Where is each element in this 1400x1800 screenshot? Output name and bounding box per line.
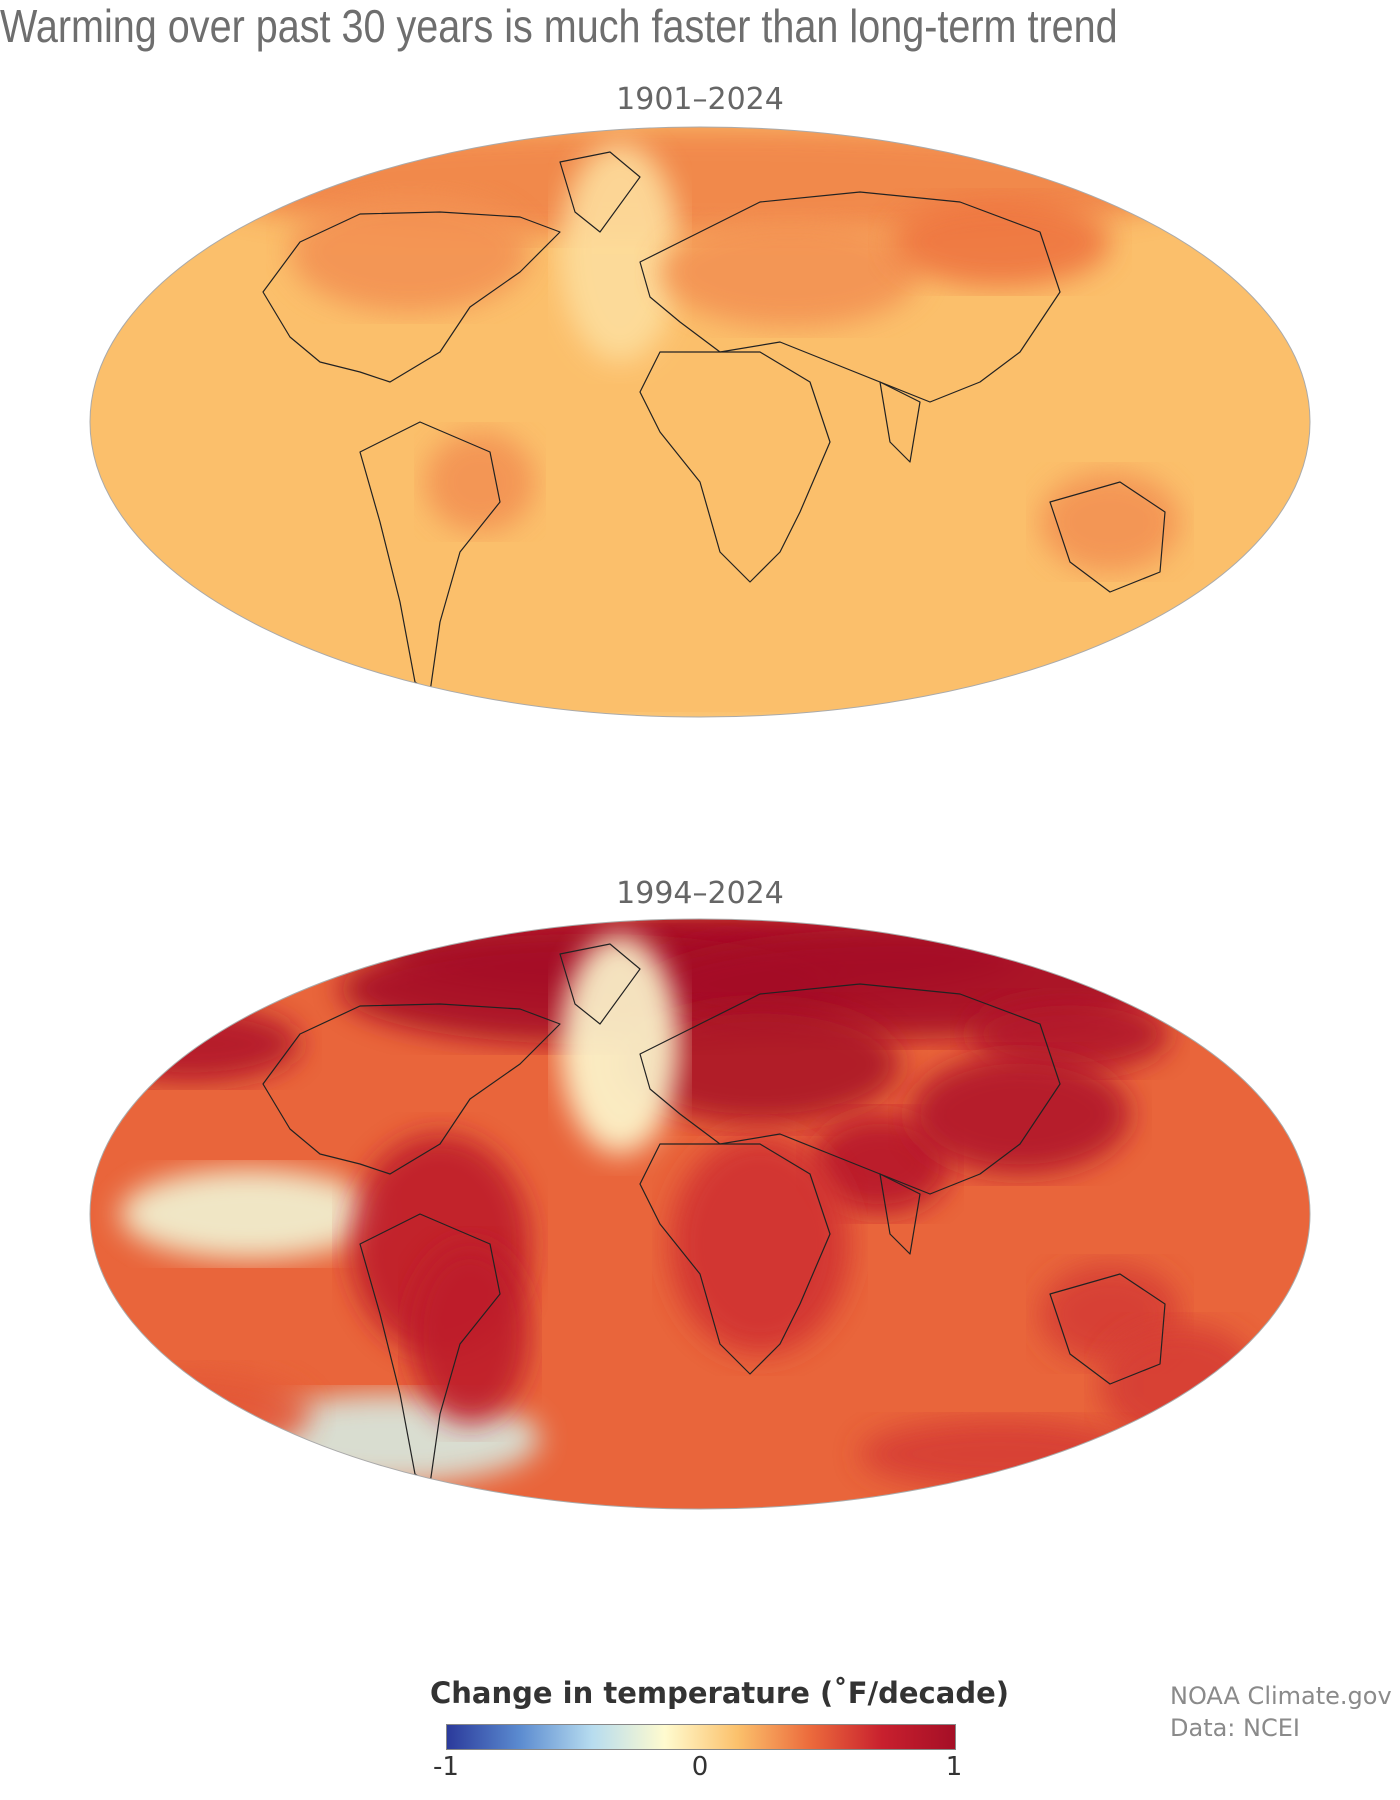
- region-antarctic-coast-weddell-sector-: [760, 1539, 880, 1569]
- legend-tick-min: -1: [433, 1752, 459, 1782]
- map-title-bottom: 1994–2024: [616, 876, 784, 911]
- coastline-6: [1049, 1273, 1166, 1385]
- coastline-0: [262, 211, 561, 383]
- coastline-3: [639, 983, 1061, 1195]
- region-antarctica: [360, 722, 960, 822]
- legend-colorbar: [446, 1724, 956, 1750]
- coastline-5: [879, 1173, 921, 1255]
- region-europe-russia: [660, 217, 920, 327]
- legend-tick-zero: 0: [691, 1752, 709, 1782]
- map-1994-title-top: 1901–2024: [616, 82, 784, 117]
- region-brazil: [425, 432, 535, 532]
- coastline-1: [559, 943, 641, 1025]
- region-southern-ocean-near-australia: [860, 1419, 1140, 1489]
- region-southeast-pacific-mid-latitudes: [90, 1369, 310, 1459]
- credit-line-2: Data: NCEI: [1170, 1714, 1300, 1742]
- region-canada-alaska: [290, 192, 530, 312]
- region-china-mongolia: [910, 1054, 1130, 1174]
- coastline-2: [359, 1213, 501, 1485]
- region-north-atlantic-south-of-greenland: [560, 934, 680, 1154]
- map-1901-2024: [89, 126, 1311, 822]
- coastline-2: [359, 421, 501, 693]
- coastline-7: [460, 727, 880, 784]
- globe-outline: [89, 918, 1311, 1510]
- region-europe-western-russia: [620, 1004, 900, 1124]
- coastline-4: [639, 1143, 831, 1375]
- region-siberia-mongolia: [890, 197, 1110, 287]
- coastline-1: [559, 151, 641, 233]
- region-africa: [670, 1134, 850, 1354]
- map-field: [90, 127, 1310, 822]
- region-north-atlantic-south-of-greenland: [560, 142, 680, 362]
- coastline-3: [639, 191, 1061, 403]
- coastline-0: [262, 1003, 561, 1175]
- map-1994-2024: [89, 918, 1311, 1576]
- chart-title: Warming over past 30 years is much faste…: [0, 0, 1118, 52]
- globe-outline: [89, 126, 1311, 718]
- region-north-pacific-band: [90, 1006, 300, 1082]
- source-credit: NOAA Climate.gov Data: NCEI: [1170, 1680, 1392, 1744]
- legend-title: Change in temperature (˚F/decade): [430, 1676, 1009, 1710]
- coastline-7: [460, 1519, 880, 1576]
- region-antarctic-coast-weddell-sector-: [560, 1532, 820, 1576]
- region-eastern-tropical-pacific: [120, 1169, 380, 1259]
- map-field: [90, 919, 1310, 1576]
- coastline-5: [879, 381, 921, 463]
- region-amazon-south-america: [410, 1244, 530, 1424]
- region-middle-east-arabia: [810, 1114, 950, 1214]
- legend-tick-max: 1: [945, 1752, 963, 1782]
- coastline-6: [1049, 481, 1166, 593]
- region-australia: [1040, 472, 1180, 572]
- credit-line-1: NOAA Climate.gov: [1170, 1682, 1392, 1710]
- region-north-pacific-band: [970, 996, 1170, 1072]
- coastline-4: [639, 351, 831, 583]
